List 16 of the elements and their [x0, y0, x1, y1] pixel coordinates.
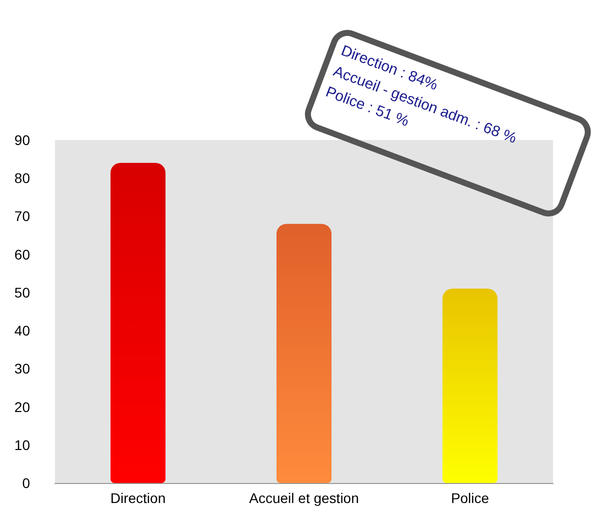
y-tick-label: 10 [14, 436, 30, 453]
y-tick-label: 40 [14, 322, 30, 339]
y-tick-label: 60 [14, 246, 30, 262]
y-tick-label: 90 [14, 132, 30, 148]
bar [110, 162, 166, 483]
y-tick-label: 50 [14, 284, 30, 300]
y-tick-label: 80 [14, 170, 30, 186]
bar [276, 224, 332, 483]
x-tick-label: Accueil et gestion [249, 490, 359, 506]
bar [442, 288, 498, 483]
x-tick-label: Direction [110, 490, 166, 506]
x-tick-label: Police [450, 490, 490, 506]
y-tick-label: 30 [14, 360, 30, 377]
y-tick-label: 20 [14, 398, 30, 415]
y-tick-label: 0 [22, 475, 30, 491]
y-tick-label: 70 [14, 208, 30, 224]
